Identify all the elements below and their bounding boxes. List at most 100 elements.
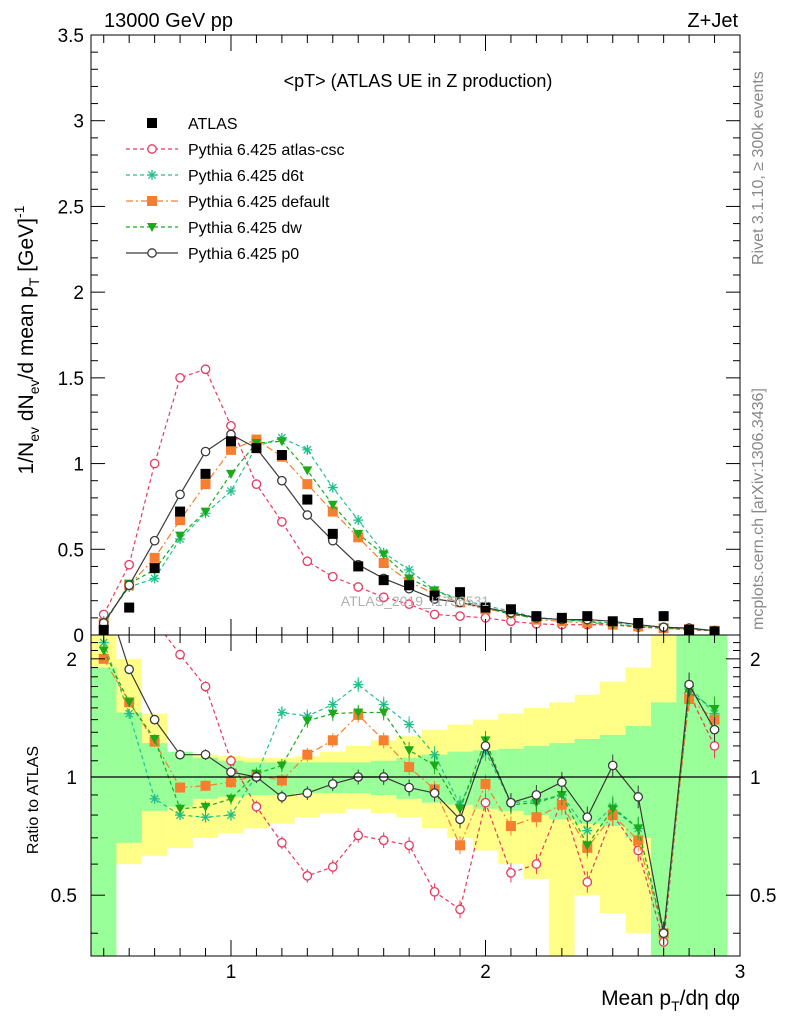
legend-label-pythia-6-425-default: Pythia 6.425 default [188,194,330,211]
ratio-point-pythia-6-425-p0 [327,779,338,789]
legend-marker-pythia-6-425-dw [147,223,157,232]
point-pythia-6-425-d6t [302,444,313,455]
ratio-point-pythia-6-425-atlas-csc [455,904,465,915]
point-atlas [582,611,593,622]
point-pythia-6-425-default [327,506,338,517]
point-pythia-6-425-p0 [302,510,313,520]
point-pythia-6-425-atlas-csc [378,592,389,603]
green-band-bin [116,712,142,843]
point-atlas [124,602,135,613]
point-pythia-6-425-atlas-csc [327,571,338,582]
green-band-bin [650,702,677,956]
ratio-point-pythia-6-425-p0 [480,741,491,751]
point-pythia-6-425-atlas-csc [353,582,364,592]
y-tick-label-main: 2.5 [58,197,84,218]
legend-marker-atlas [147,118,157,128]
point-pythia-6-425-d6t [225,486,236,496]
ratio-point-pythia-6-425-p0 [200,749,211,760]
y-axis-label-main: 1/Nev dNev/d mean pT [GeV]-1 [11,205,42,474]
ratio-point-pythia-6-425-p0 [684,679,694,690]
ratio-point-pythia-6-425-atlas-csc [480,797,491,808]
point-atlas [200,468,211,479]
point-pythia-6-425-atlas-csc [226,421,236,431]
point-pythia-6-425-atlas-csc [302,556,313,567]
plot-title: <pT> (ATLAS UE in Z production) [284,71,553,91]
ratio-point-pythia-6-425-default [404,762,415,773]
point-pythia-6-425-atlas-csc [175,373,185,383]
ratio-point-pythia-6-425-atlas-csc [429,886,440,897]
ratio-point-pythia-6-425-default [505,821,516,832]
point-pythia-6-425-atlas-csc [277,517,287,527]
ratio-point-pythia-6-425-default [327,735,338,746]
point-pythia-6-425-default [149,552,160,563]
legend-label-atlas: ATLAS [188,116,238,133]
ratio-point-pythia-6-425-default [633,835,644,846]
y-tick-label-ratio-right: 2 [750,650,761,671]
ratio-point-pythia-6-425-default [455,840,466,851]
green-band-bin [91,667,117,956]
ratio-point-pythia-6-425-dw [276,761,287,771]
legend-label-pythia-6-425-d6t: Pythia 6.425 d6t [188,168,304,185]
point-atlas [607,616,618,627]
ratio-point-pythia-6-425-p0 [124,664,135,675]
ratio-point-pythia-6-425-p0 [175,749,185,760]
point-atlas [429,590,440,601]
point-atlas [556,612,567,623]
point-atlas [404,580,415,591]
point-pythia-6-425-atlas-csc [124,559,135,570]
point-atlas [531,611,542,622]
point-atlas [302,494,313,505]
y-tick-label-main: 0.5 [58,540,84,561]
ratio-point-pythia-6-425-dw [429,761,440,771]
point-pythia-6-425-default [225,444,236,455]
mcplots-label: mcplots.cern.ch [arXiv:1306.3436] [750,388,767,630]
point-pythia-6-425-dw [225,469,236,479]
legend-label-pythia-6-425-p0: Pythia 6.425 p0 [188,246,299,263]
ratio-point-pythia-6-425-default [302,749,313,760]
point-pythia-6-425-d6t [327,482,338,493]
point-pythia-6-425-atlas-csc [455,611,465,621]
ratio-point-pythia-6-425-d6t [200,812,211,823]
ratio-point-pythia-6-425-p0 [100,585,108,593]
point-pythia-6-425-atlas-csc [251,479,262,489]
ratio-point-pythia-6-425-p0 [582,812,593,823]
ratio-point-pythia-6-425-atlas-csc [378,835,389,846]
ratio-point-pythia-6-425-dw [455,804,466,814]
ratio-point-pythia-6-425-d6t [276,707,287,718]
ratio-uncertainty-bands [91,635,728,956]
y-tick-label-main: 0 [73,626,84,647]
ratio-point-pythia-6-425-atlas-csc [582,877,593,887]
ratio-point-pythia-6-425-dw [607,804,618,814]
ratio-point-pythia-6-425-p0 [404,782,414,793]
green-band-bin [167,751,193,807]
y-tick-label-main: 1 [73,455,84,476]
point-atlas [327,528,338,539]
y-tick-label-main: 3 [73,112,84,133]
legend-marker-pythia-6-425-d6t [147,170,157,180]
y-tick-label-main: 1.5 [58,369,84,390]
ratio-point-pythia-6-425-default [175,782,186,793]
ratio-point-pythia-6-425-dw [302,716,313,726]
ratio-point-pythia-6-425-p0 [531,790,542,800]
point-pythia-6-425-dw [200,507,211,517]
point-pythia-6-425-dw [175,531,186,541]
ratio-point-pythia-6-425-dw [556,790,567,800]
point-pythia-6-425-atlas-csc [149,458,160,469]
ratio-point-pythia-6-425-d6t [124,708,135,719]
point-pythia-6-425-p0 [175,489,185,500]
point-atlas [455,587,466,598]
x-tick-label: 1 [226,962,237,983]
ratio-point-pythia-6-425-atlas-csc [277,837,287,848]
ratio-point-pythia-6-425-p0 [658,928,669,939]
point-pythia-6-425-dw [378,550,389,560]
point-atlas [175,506,186,517]
ratio-point-pythia-6-425-p0 [607,760,618,771]
ratio-point-pythia-6-425-dw [124,698,135,708]
point-atlas [633,618,644,628]
ratio-point-pythia-6-425-atlas-csc [353,830,364,841]
point-pythia-6-425-atlas-csc [404,599,414,609]
ratio-point-pythia-6-425-dw [582,841,593,851]
x-axis-label: Mean pT/dη dφ [601,987,740,1014]
ratio-point-pythia-6-425-atlas-csc [200,681,211,692]
